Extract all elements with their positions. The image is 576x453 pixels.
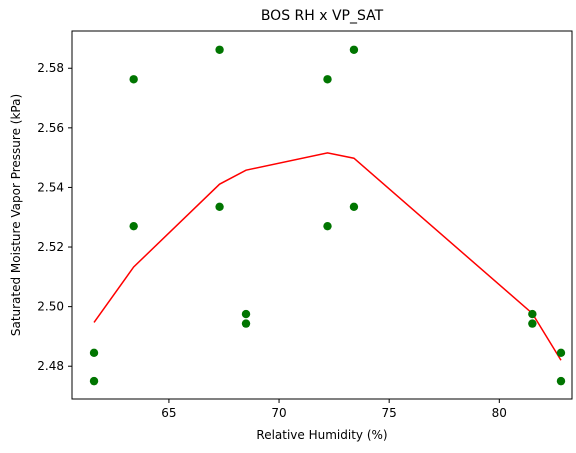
scatter-point [323, 221, 332, 231]
scatter-point [323, 75, 332, 84]
x-tick-label: 80 [492, 406, 507, 420]
scatter-point [129, 75, 138, 84]
scatter-point [528, 319, 537, 328]
x-axis-label: Relative Humidity (%) [256, 428, 387, 442]
y-tick-label: 2.50 [37, 300, 64, 314]
scatter-point [215, 202, 224, 212]
fit-line [93, 152, 562, 361]
scatter-point [215, 45, 224, 54]
y-tick-label: 2.52 [37, 240, 64, 254]
y-tick-label: 2.48 [37, 359, 64, 373]
chart-title: BOS RH x VP_SAT [261, 8, 384, 24]
scatter-point [528, 309, 537, 319]
scatter-point [89, 376, 99, 386]
x-tick-label: 65 [161, 406, 176, 420]
x-tick-label: 75 [382, 406, 397, 420]
plot-frame [71, 30, 573, 400]
scatter-point [556, 376, 566, 386]
x-tick-label: 70 [271, 406, 286, 420]
plot-layer: 65 70 75 80 2.48 2.50 2.52 2.54 2.56 2.58 [37, 30, 573, 420]
scatter-point [349, 202, 359, 212]
scatter-point [556, 348, 566, 358]
scatter-point [349, 45, 359, 54]
y-axis-label: Saturated Moisture Vapor Pressure (kPa) [9, 94, 23, 336]
scatter-point [241, 309, 251, 319]
y-tick-label: 2.58 [37, 61, 64, 75]
y-tick-label: 2.56 [37, 121, 64, 135]
scatter-point [89, 348, 99, 358]
scatter-point [129, 221, 138, 231]
scatter-point [241, 319, 251, 328]
y-tick-label: 2.54 [37, 180, 64, 194]
